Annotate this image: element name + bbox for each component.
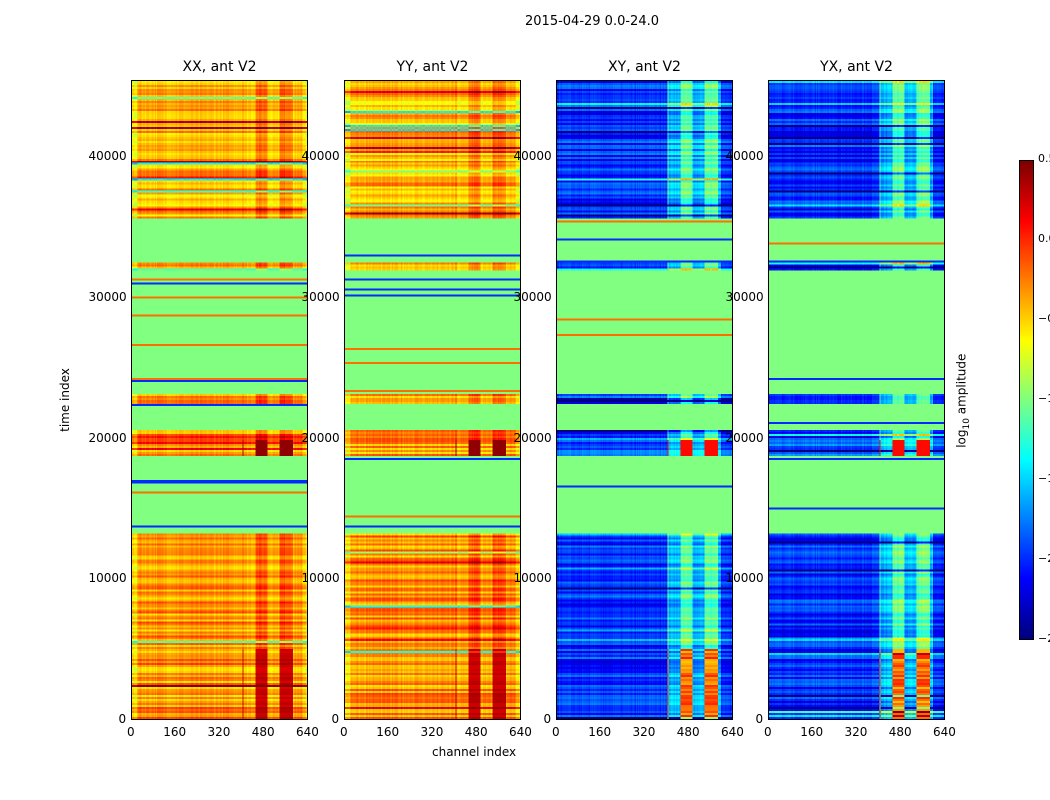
y-tick-label: 0 bbox=[331, 712, 340, 726]
panel-title-yx: YX, ant V2 bbox=[820, 59, 893, 75]
colorbar-label-rest: amplitude bbox=[954, 353, 969, 419]
colorbar-tick-label: −2.5 bbox=[1038, 632, 1050, 645]
x-tick-label: 160 bbox=[376, 725, 400, 739]
heatmap-yy bbox=[344, 80, 521, 720]
heatmap-xx bbox=[131, 80, 308, 720]
colorbar-tick-label: −2.0 bbox=[1038, 552, 1050, 565]
colorbar bbox=[1019, 160, 1034, 640]
panel-title-xy: XY, ant V2 bbox=[608, 59, 681, 75]
y-tick-label: 30000 bbox=[301, 290, 340, 305]
x-tick-label: 0 bbox=[127, 725, 135, 739]
y-tick-label: 0 bbox=[118, 712, 127, 726]
colorbar-tick-label: −1.5 bbox=[1038, 472, 1050, 485]
x-tick-label: 320 bbox=[844, 725, 868, 739]
x-tick-label: 640 bbox=[721, 725, 744, 739]
y-tick-label: 30000 bbox=[513, 290, 552, 305]
y-tick-label: 40000 bbox=[88, 149, 127, 164]
y-tick-label: 30000 bbox=[725, 290, 764, 305]
y-tick-label: 40000 bbox=[301, 149, 340, 164]
y-tick-label: 10000 bbox=[725, 571, 764, 586]
colorbar-label-sub: 10 bbox=[961, 418, 972, 430]
x-tick-label: 160 bbox=[800, 725, 824, 739]
y-tick-label: 10000 bbox=[301, 571, 340, 586]
y-tick-label: 30000 bbox=[88, 290, 127, 305]
panel-title-xx: XX, ant V2 bbox=[182, 59, 257, 75]
colorbar-label: log10 amplitude bbox=[954, 354, 971, 448]
y-tick-label: 20000 bbox=[513, 430, 552, 445]
colorbar-label-log: log bbox=[954, 429, 969, 448]
x-tick-label: 320 bbox=[632, 725, 656, 739]
x-tick-label: 320 bbox=[207, 725, 231, 739]
y-tick-label: 10000 bbox=[513, 571, 552, 586]
x-tick-label: 640 bbox=[509, 725, 532, 739]
x-tick-label: 0 bbox=[340, 725, 348, 739]
x-tick-label: 0 bbox=[552, 725, 560, 739]
y-axis-label: time index bbox=[57, 368, 72, 432]
colorbar-tick-label: 0.0 bbox=[1038, 232, 1050, 245]
x-tick-label: 160 bbox=[163, 725, 187, 739]
y-tick-label: 20000 bbox=[725, 430, 764, 445]
x-tick-label: 320 bbox=[420, 725, 444, 739]
y-tick-label: 40000 bbox=[725, 149, 764, 164]
x-tick-label: 640 bbox=[933, 725, 956, 739]
colorbar-tick-label: −1.0 bbox=[1038, 392, 1050, 405]
y-tick-label: 40000 bbox=[513, 149, 552, 164]
x-tick-label: 160 bbox=[588, 725, 612, 739]
x-tick-label: 480 bbox=[251, 725, 275, 739]
y-tick-label: 20000 bbox=[88, 430, 127, 445]
x-tick-label: 480 bbox=[888, 725, 912, 739]
heatmap-xy bbox=[556, 80, 733, 720]
colorbar-tick-label: 0.5 bbox=[1038, 152, 1050, 165]
y-tick-label: 0 bbox=[755, 712, 764, 726]
x-axis-label: channel index bbox=[432, 745, 517, 759]
heatmap-yx bbox=[768, 80, 945, 720]
panel-title-yy: YY, ant V2 bbox=[396, 59, 469, 75]
x-tick-label: 480 bbox=[464, 725, 488, 739]
y-tick-label: 10000 bbox=[88, 571, 127, 586]
x-tick-label: 480 bbox=[676, 725, 700, 739]
x-tick-label: 640 bbox=[296, 725, 319, 739]
y-tick-label: 20000 bbox=[301, 430, 340, 445]
y-tick-label: 0 bbox=[543, 712, 552, 726]
x-tick-label: 0 bbox=[764, 725, 772, 739]
colorbar-tick-label: −0.5 bbox=[1038, 312, 1050, 325]
figure-title: 2015-04-29 0.0-24.0 bbox=[525, 14, 659, 29]
